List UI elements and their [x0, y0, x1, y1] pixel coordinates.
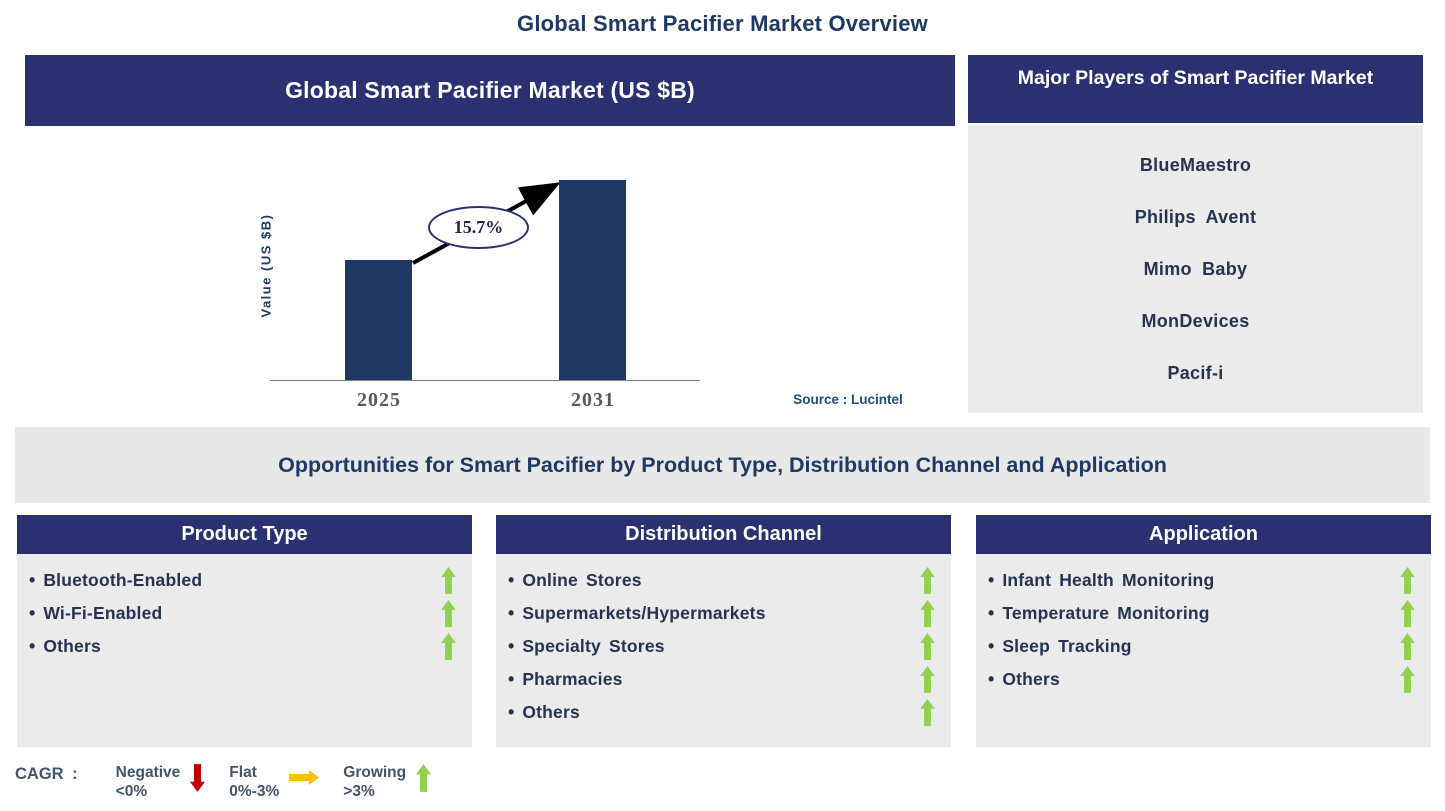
players-panel-header: Major Players of Smart Pacifier Market — [968, 55, 1423, 123]
opportunity-label: Others — [1002, 669, 1060, 689]
legend-entry-negative: Negative <0% — [116, 763, 206, 801]
source-note: Source : Lucintel — [793, 392, 903, 407]
chart-panel-header: Global Smart Pacifier Market (US $B) — [25, 55, 955, 126]
legend-label: Flat — [229, 764, 257, 781]
player-name: Philips Avent — [1134, 206, 1257, 227]
legend-label: Negative — [115, 764, 181, 781]
opportunity-label: Supermarkets/Hypermarkets — [522, 603, 766, 623]
opportunity-label: Specialty Stores — [522, 636, 665, 656]
legend-range: <0% — [115, 783, 148, 800]
growing-up-arrow-icon — [1400, 633, 1415, 660]
x-axis-line — [270, 380, 700, 381]
player-name: Mimo Baby — [1143, 258, 1248, 279]
distribution-channel-column: Distribution Channel Online Stores Super… — [496, 515, 951, 747]
opportunity-label: Temperature Monitoring — [1002, 603, 1210, 623]
player-name: BlueMaestro — [1139, 154, 1252, 175]
growing-up-arrow-icon — [920, 699, 935, 726]
list-item: Specialty Stores — [496, 630, 951, 663]
opportunity-label: Others — [43, 636, 101, 656]
bar-2031 — [559, 180, 626, 380]
x-tick-2031: 2031 — [571, 389, 615, 411]
opportunities-banner: Opportunities for Smart Pacifier by Prod… — [15, 427, 1430, 503]
growing-up-arrow-icon — [416, 764, 432, 792]
chart-title: Global Smart Pacifier Market (US $B) — [285, 77, 695, 103]
legend-title: CAGR : — [15, 765, 78, 783]
list-item: Others — [17, 630, 472, 663]
list-item: Others — [496, 696, 951, 729]
opportunity-label: Bluetooth-Enabled — [43, 570, 203, 590]
legend-range: >3% — [343, 783, 375, 800]
growing-up-arrow-icon — [441, 567, 456, 594]
growing-up-arrow-icon — [920, 600, 935, 627]
legend-range: 0%-3% — [229, 783, 280, 800]
list-item: Wi-Fi-Enabled — [17, 597, 472, 630]
list-item: Bluetooth-Enabled — [17, 564, 472, 597]
bar-2025 — [345, 260, 412, 380]
application-column: Application Infant Health Monitoring Tem… — [976, 515, 1431, 747]
growing-up-arrow-icon — [920, 567, 935, 594]
distribution-channel-list: Online Stores Supermarkets/Hypermarkets … — [496, 554, 951, 747]
application-list: Infant Health Monitoring Temperature Mon… — [976, 554, 1431, 747]
x-tick-2025: 2025 — [357, 389, 401, 411]
growing-up-arrow-icon — [1400, 666, 1415, 693]
list-item: Infant Health Monitoring — [976, 564, 1431, 597]
growing-up-arrow-icon — [1400, 600, 1415, 627]
flat-right-arrow-icon — [289, 770, 320, 785]
product-type-header: Product Type — [17, 515, 472, 554]
opportunity-label: Pharmacies — [522, 669, 623, 689]
growing-up-arrow-icon — [920, 666, 935, 693]
player-name: Pacif-i — [1167, 362, 1224, 383]
opportunity-label: Sleep Tracking — [1002, 636, 1132, 656]
legend-label: Growing — [343, 764, 407, 781]
growing-up-arrow-icon — [441, 633, 456, 660]
negative-down-arrow-icon — [190, 764, 206, 792]
opportunity-label: Infant Health Monitoring — [1002, 570, 1215, 590]
legend-entry-flat: Flat 0%-3% — [229, 763, 320, 801]
product-type-column: Product Type Bluetooth-Enabled Wi-Fi-Ena… — [17, 515, 472, 747]
growing-up-arrow-icon — [441, 600, 456, 627]
opportunity-label: Wi-Fi-Enabled — [43, 603, 163, 623]
opportunity-label: Others — [522, 702, 580, 722]
growing-up-arrow-icon — [920, 633, 935, 660]
list-item: Pharmacies — [496, 663, 951, 696]
list-item: Online Stores — [496, 564, 951, 597]
opportunity-label: Online Stores — [522, 570, 642, 590]
list-item: Supermarkets/Hypermarkets — [496, 597, 951, 630]
application-header: Application — [976, 515, 1431, 554]
list-item: Sleep Tracking — [976, 630, 1431, 663]
product-type-list: Bluetooth-Enabled Wi-Fi-Enabled Others — [17, 554, 472, 747]
y-axis-label: Value (US $B) — [258, 213, 274, 318]
players-list: BlueMaestro Philips Avent Mimo Baby MonD… — [968, 125, 1423, 413]
cagr-legend: CAGR : Negative <0% Flat 0%-3% Growing >… — [15, 763, 455, 801]
legend-entry-growing: Growing >3% — [343, 763, 432, 801]
cagr-value: 15.7% — [453, 217, 504, 237]
player-name: MonDevices — [1141, 310, 1250, 331]
distribution-channel-header: Distribution Channel — [496, 515, 951, 554]
cagr-badge: 15.7% — [428, 206, 529, 249]
growing-up-arrow-icon — [1400, 567, 1415, 594]
list-item: Others — [976, 663, 1431, 696]
list-item: Temperature Monitoring — [976, 597, 1431, 630]
page-title: Global Smart Pacifier Market Overview — [517, 11, 928, 36]
